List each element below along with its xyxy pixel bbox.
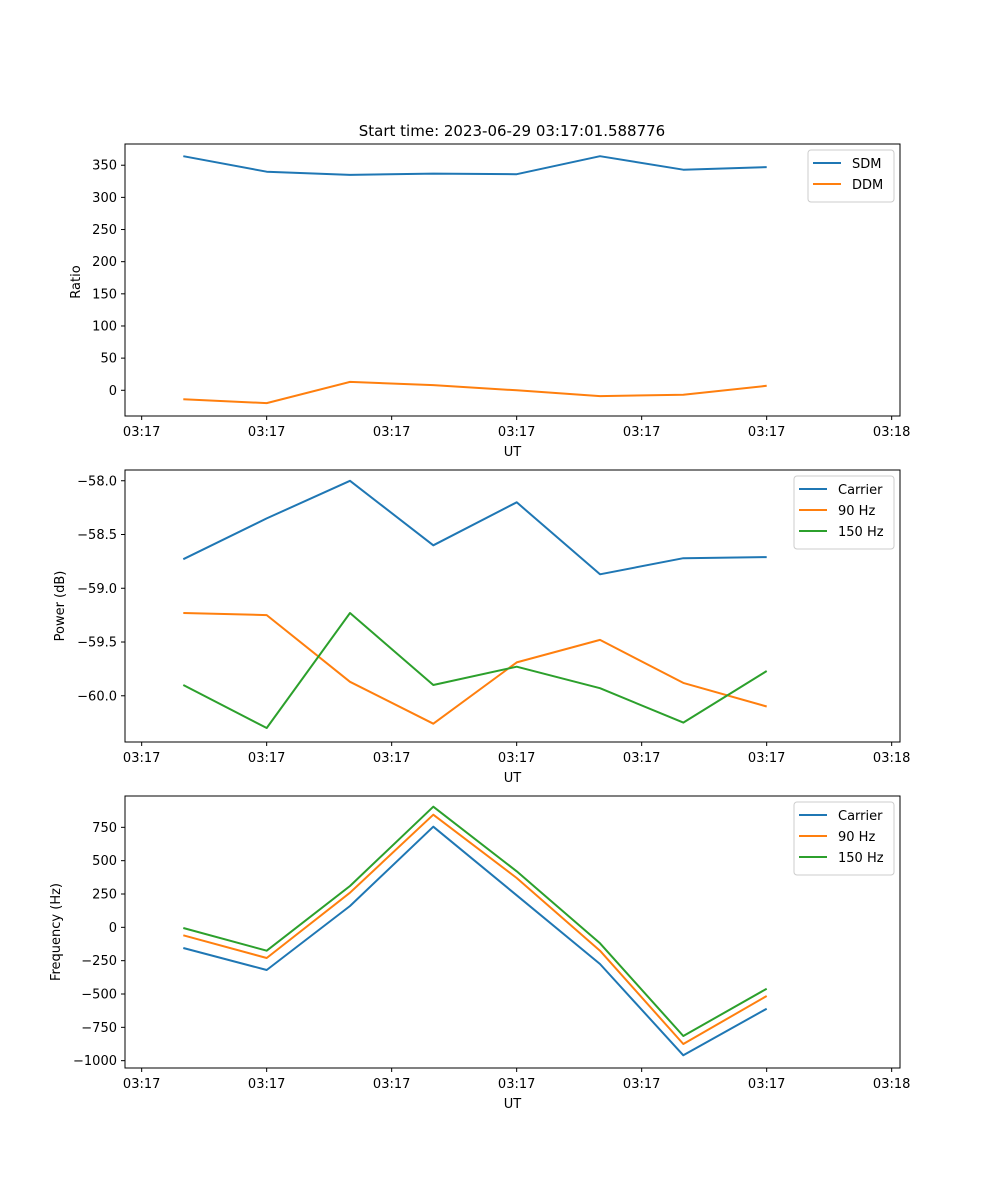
y-tick-label: 0 — [109, 384, 117, 399]
series-line-90-hz — [183, 813, 768, 1045]
legend-label: 90 Hz — [838, 830, 875, 845]
x-tick-label: 03:17 — [623, 751, 660, 766]
y-tick-label: 300 — [92, 191, 117, 206]
y-tick-label: 150 — [92, 287, 117, 302]
y-tick-label: 0 — [109, 921, 117, 936]
legend-label: 90 Hz — [838, 504, 875, 519]
y-tick-label: −500 — [81, 988, 117, 1003]
legend-label: 150 Hz — [838, 525, 884, 540]
legend-label: SDM — [852, 157, 881, 172]
series-line-carrier — [182, 479, 767, 576]
x-axis-label: UT — [504, 771, 522, 786]
chart-1: 03:17 03:17 03:17 03:17 03:17 03:17 03:18 350 30… — [69, 143, 910, 460]
x-tick-label: 03:17 — [123, 1077, 160, 1092]
figure-title: Start time: 2023-06-29 03:17:01.588776 — [359, 122, 665, 140]
x-tick-label: 03:17 — [248, 1077, 285, 1092]
y-axis-label: Ratio — [69, 265, 84, 298]
series-line-90-hz — [183, 612, 767, 725]
y-axis-label: Frequency (Hz) — [49, 883, 64, 981]
y-axis-label: Power (dB) — [53, 571, 68, 642]
y-tick-label: 250 — [92, 223, 117, 238]
x-tick-label: 03:17 — [748, 751, 785, 766]
x-tick-label: 03:18 — [873, 751, 910, 766]
series-line-150-hz — [182, 612, 768, 729]
x-tick-label: 03:17 — [123, 751, 160, 766]
x-tick-label: 03:17 — [373, 1077, 410, 1092]
series-line-ddm — [183, 380, 767, 405]
legend-label: DDM — [852, 178, 883, 193]
series-line-150-hz — [183, 805, 768, 1037]
y-tick-label: −1000 — [73, 1054, 117, 1069]
x-tick-label: 03:17 — [623, 425, 660, 440]
y-tick-label: 100 — [92, 319, 117, 334]
x-tick-label: 03:17 — [248, 751, 285, 766]
x-axis-label: UT — [504, 445, 522, 460]
y-tick-label: 350 — [92, 159, 117, 174]
y-tick-label: −59.0 — [77, 582, 117, 597]
x-axis-label: UT — [504, 1097, 522, 1112]
y-tick-label: 200 — [92, 255, 117, 270]
series-line-carrier — [183, 825, 768, 1057]
y-tick-label: −250 — [81, 954, 117, 969]
x-tick-label: 03:17 — [373, 751, 410, 766]
x-tick-label: 03:17 — [498, 751, 535, 766]
x-tick-label: 03:17 — [498, 425, 535, 440]
y-tick-label: 250 — [92, 888, 117, 903]
y-tick-label: 500 — [92, 854, 117, 869]
x-tick-label: 03:18 — [873, 425, 910, 440]
x-tick-label: 03:17 — [373, 425, 410, 440]
x-tick-label: 03:17 — [748, 425, 785, 440]
axes-frame — [124, 469, 901, 743]
y-tick-label: 750 — [92, 821, 117, 836]
y-tick-label: −58.5 — [77, 528, 117, 543]
x-tick-label: 03:17 — [623, 1077, 660, 1092]
y-tick-label: −60.0 — [77, 689, 117, 704]
x-tick-label: 03:17 — [748, 1077, 785, 1092]
x-tick-label: 03:17 — [498, 1077, 535, 1092]
legend-label: Carrier — [838, 483, 883, 498]
chart-3: 03:17 03:17 03:17 03:17 03:17 03:17 03:18 750 50… — [49, 795, 910, 1112]
y-tick-label: −58.0 — [77, 474, 117, 489]
legend-label: Carrier — [838, 809, 883, 824]
axes-frame — [124, 143, 901, 417]
y-tick-label: −750 — [81, 1021, 117, 1036]
x-tick-label: 03:18 — [873, 1077, 910, 1092]
series-line-sdm — [183, 155, 767, 176]
y-tick-label: −59.5 — [77, 636, 117, 651]
x-tick-label: 03:17 — [123, 425, 160, 440]
axes-frame — [124, 795, 901, 1069]
x-tick-label: 03:17 — [248, 425, 285, 440]
y-tick-label: 50 — [100, 352, 117, 367]
chart-2: 03:17 03:17 03:17 03:17 03:17 03:17 03:18 −58.0… — [53, 469, 910, 786]
legend-label: 150 Hz — [838, 851, 884, 866]
